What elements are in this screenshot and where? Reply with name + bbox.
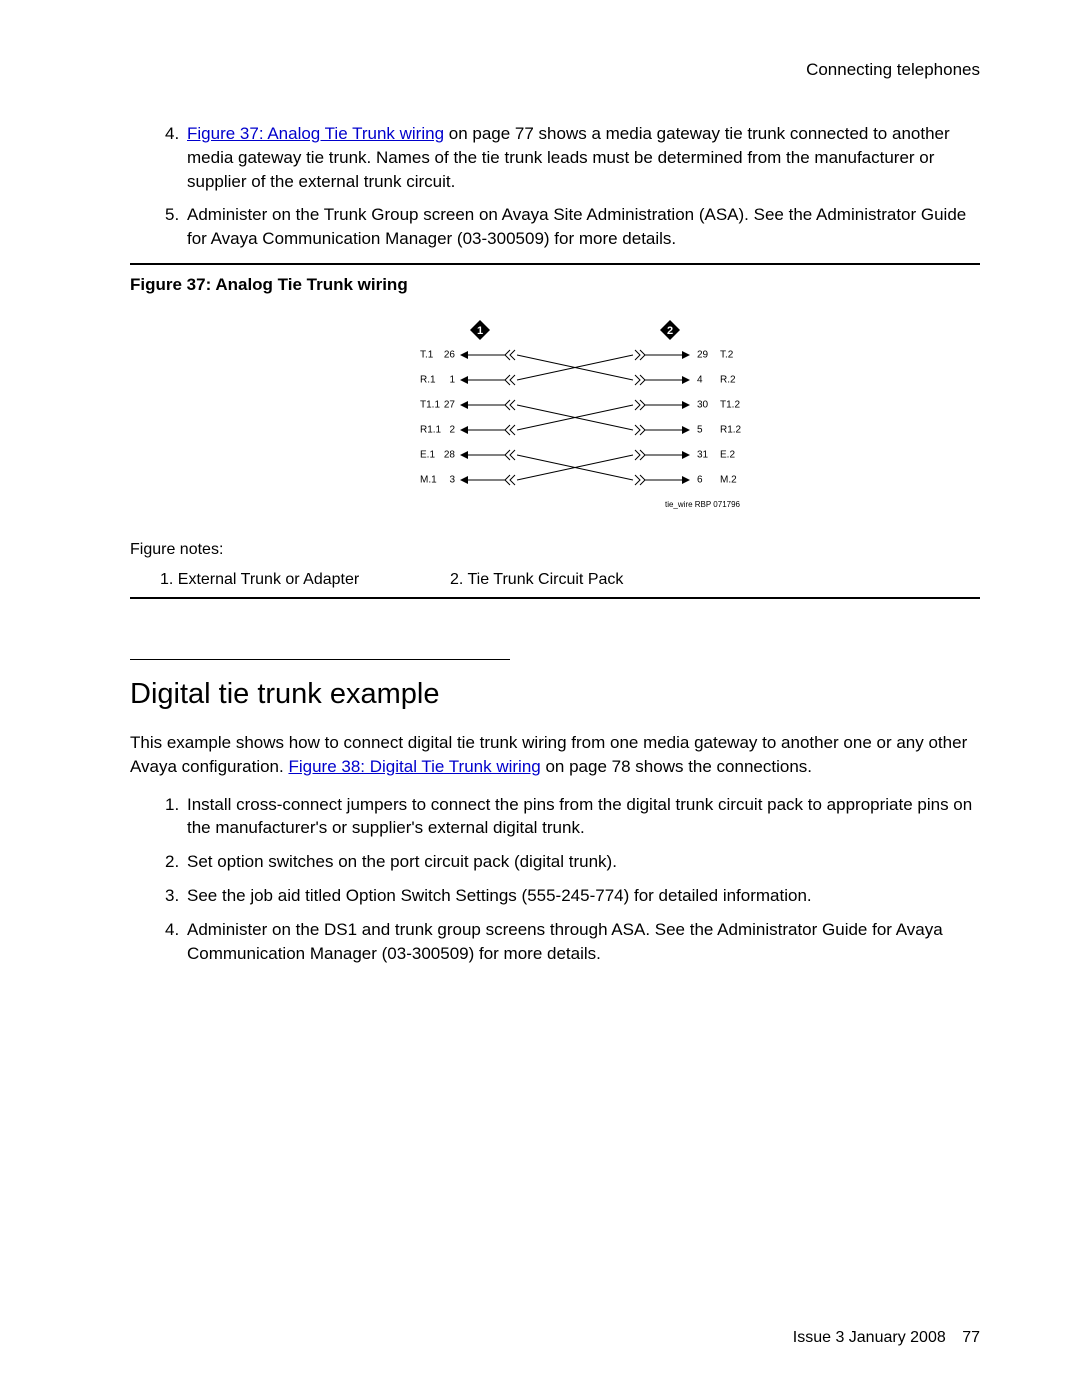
svg-text:tie_wire RBP 071796: tie_wire RBP 071796 (665, 500, 741, 509)
wiring-diagram-svg: 1 2 T.1 26 29 T.2 R.1 1 4 R.2 T1.1 27 30 T1.2 R1.1 2 5 R1… (365, 305, 745, 535)
list-item: 3. See the job aid titled Option Switch … (165, 884, 980, 908)
item-text: Figure 37: Analog Tie Trunk wiring on pa… (187, 122, 980, 193)
list-item: 1. Install cross-connect jumpers to conn… (165, 793, 980, 841)
svg-text:R1.1: R1.1 (420, 425, 442, 436)
svg-text:M.2: M.2 (720, 475, 737, 486)
svg-text:26: 26 (444, 350, 456, 361)
footer-issue: Issue 3 January 2008 (793, 1329, 946, 1346)
list-item: 4. Figure 37: Analog Tie Trunk wiring on… (165, 122, 980, 193)
list-item: 2. Set option switches on the port circu… (165, 850, 980, 874)
section-divider (130, 659, 510, 660)
item-text: Administer on the DS1 and trunk group sc… (187, 918, 980, 966)
svg-text:T1.1: T1.1 (420, 400, 440, 411)
svg-text:6: 6 (697, 475, 703, 486)
section-paragraph: This example shows how to connect digita… (130, 731, 980, 779)
svg-text:29: 29 (697, 350, 709, 361)
item-number: 3. (165, 884, 187, 908)
svg-text:31: 31 (697, 450, 709, 461)
figure-bottom-rule (130, 597, 980, 599)
svg-text:2: 2 (449, 425, 455, 436)
figure-top-rule (130, 263, 980, 265)
figure-notes-label: Figure notes: (130, 541, 980, 559)
item-number: 5. (165, 203, 187, 251)
svg-text:M.1: M.1 (420, 475, 437, 486)
figure-note-1: 1. External Trunk or Adapter (160, 571, 450, 589)
svg-text:E.2: E.2 (720, 450, 735, 461)
svg-text:28: 28 (444, 450, 456, 461)
svg-text:3: 3 (449, 475, 455, 486)
item-number: 4. (165, 122, 187, 193)
svg-text:T1.2: T1.2 (720, 400, 740, 411)
figure-note-2: 2. Tie Trunk Circuit Pack (450, 571, 623, 589)
svg-text:30: 30 (697, 400, 709, 411)
figure-diagram: 1 2 T.1 26 29 T.2 R.1 1 4 R.2 T1.1 27 30 T1.2 R1.1 2 5 R1… (130, 305, 980, 535)
svg-text:R.2: R.2 (720, 375, 736, 386)
figure-cross-ref-link[interactable]: Figure 38: Digital Tie Trunk wiring (288, 757, 540, 776)
footer-page-number: 77 (962, 1329, 980, 1346)
svg-text:T.1: T.1 (420, 350, 434, 361)
item-text: Install cross-connect jumpers to connect… (187, 793, 980, 841)
item-text: Administer on the Trunk Group screen on … (187, 203, 980, 251)
section-heading: Digital tie trunk example (130, 678, 980, 711)
item-number: 1. (165, 793, 187, 841)
svg-text:4: 4 (697, 375, 703, 386)
item-text: Set option switches on the port circuit … (187, 850, 980, 874)
numbered-steps: 1. Install cross-connect jumpers to conn… (165, 793, 980, 966)
svg-text:2: 2 (667, 325, 673, 337)
svg-text:1: 1 (477, 325, 483, 337)
para-text-after: on page 78 shows the connections. (541, 757, 812, 776)
svg-text:T.2: T.2 (720, 350, 734, 361)
continuation-list: 4. Figure 37: Analog Tie Trunk wiring on… (165, 122, 980, 251)
svg-text:5: 5 (697, 425, 703, 436)
item-text: See the job aid titled Option Switch Set… (187, 884, 980, 908)
item-number: 2. (165, 850, 187, 874)
svg-text:1: 1 (449, 375, 455, 386)
figure-cross-ref-link[interactable]: Figure 37: Analog Tie Trunk wiring (187, 124, 444, 143)
svg-text:27: 27 (444, 400, 456, 411)
item-number: 4. (165, 918, 187, 966)
list-item: 5. Administer on the Trunk Group screen … (165, 203, 980, 251)
svg-text:R.1: R.1 (420, 375, 436, 386)
page-header: Connecting telephones (130, 60, 980, 80)
figure-notes-columns: 1. External Trunk or Adapter 2. Tie Trun… (130, 571, 980, 589)
page-footer: Issue 3 January 2008 77 (793, 1329, 980, 1347)
svg-text:E.1: E.1 (420, 450, 435, 461)
svg-text:R1.2: R1.2 (720, 425, 742, 436)
figure-caption: Figure 37: Analog Tie Trunk wiring (130, 275, 980, 295)
list-item: 4. Administer on the DS1 and trunk group… (165, 918, 980, 966)
